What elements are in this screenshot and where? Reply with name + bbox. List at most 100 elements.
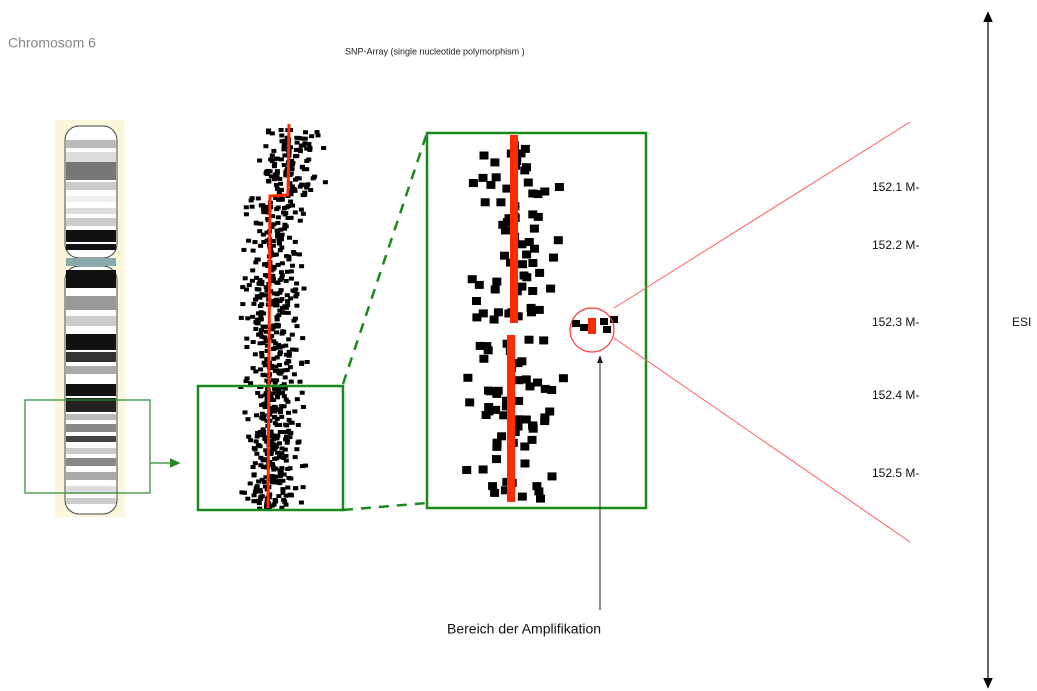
snp-dot bbox=[286, 411, 291, 415]
snp-dot bbox=[275, 451, 280, 455]
snp-dot bbox=[271, 468, 276, 472]
band bbox=[66, 258, 116, 266]
snp-dot bbox=[250, 268, 255, 272]
snp-dot bbox=[309, 134, 314, 138]
snp-dot bbox=[475, 281, 484, 289]
snp-dot bbox=[279, 157, 284, 161]
snp-dot bbox=[279, 297, 284, 301]
diagram: Chromosom 6 SNP-Array (single nucleotide… bbox=[0, 0, 1037, 691]
snp-dot bbox=[276, 494, 281, 498]
snp-dot bbox=[252, 493, 257, 497]
zoom-line bbox=[614, 122, 910, 308]
band bbox=[66, 448, 116, 454]
snp-dot bbox=[294, 282, 299, 286]
snp-dot bbox=[286, 360, 291, 364]
snp-dot bbox=[482, 342, 491, 350]
snp-dot bbox=[292, 409, 297, 413]
snp-dot bbox=[261, 373, 266, 377]
snp-dot bbox=[299, 501, 304, 505]
snp-line bbox=[507, 335, 515, 502]
snp-dot bbox=[290, 167, 295, 171]
snp-dot bbox=[239, 490, 244, 494]
page: Chromosom 6 SNP-Array (single nucleotide… bbox=[0, 0, 1037, 691]
snp-dot bbox=[295, 141, 300, 145]
band bbox=[66, 472, 116, 480]
snp-dot bbox=[321, 146, 326, 150]
snp-dot bbox=[250, 205, 255, 209]
snp-dot bbox=[546, 285, 555, 293]
snp-dot bbox=[530, 225, 539, 233]
snp-dot bbox=[494, 308, 503, 316]
snp-dot bbox=[496, 198, 505, 206]
snp-dot bbox=[289, 277, 294, 281]
snp-dot bbox=[279, 246, 284, 250]
snp-dot bbox=[479, 355, 488, 363]
snp-dot bbox=[301, 143, 306, 147]
snp-dot bbox=[285, 368, 290, 372]
snp-dot bbox=[528, 190, 537, 198]
snp-dot bbox=[260, 478, 265, 482]
snp-dot bbox=[284, 503, 289, 507]
snp-dot bbox=[256, 196, 261, 200]
snp-dot bbox=[245, 497, 250, 501]
snp-dot bbox=[266, 179, 271, 183]
side-label: ESI bbox=[1012, 315, 1031, 329]
snp-dot bbox=[255, 287, 260, 291]
snp-dot bbox=[299, 208, 304, 212]
snp-dot bbox=[271, 478, 276, 482]
snp-dot bbox=[253, 490, 258, 494]
snp-dot bbox=[315, 130, 320, 134]
snp-dot bbox=[255, 431, 260, 435]
snp-dot bbox=[253, 447, 258, 451]
snp-dot bbox=[283, 423, 288, 427]
snp-dot bbox=[276, 325, 281, 329]
snp-dot bbox=[500, 252, 509, 260]
snp-dot bbox=[312, 175, 317, 179]
snp-dot bbox=[272, 177, 277, 181]
amplification bbox=[588, 318, 596, 334]
snp-dot bbox=[600, 318, 608, 325]
snp-dot bbox=[517, 357, 526, 365]
snp-dot bbox=[479, 174, 488, 182]
snp-dot bbox=[481, 198, 490, 206]
snp-dot bbox=[549, 254, 558, 262]
snp-dot bbox=[279, 415, 284, 419]
snp-dot bbox=[248, 381, 253, 385]
snp-dot bbox=[239, 316, 244, 320]
snp-dot bbox=[279, 134, 284, 138]
snp-dot bbox=[472, 297, 481, 305]
snp-dot bbox=[258, 488, 263, 492]
position-label: 152.5 M- bbox=[872, 466, 919, 480]
snp-dot bbox=[272, 447, 277, 451]
zoom-line bbox=[343, 503, 427, 510]
snp-dot bbox=[266, 130, 271, 134]
snp-dot bbox=[302, 193, 307, 197]
snp-dot bbox=[280, 391, 285, 395]
snp-dot bbox=[294, 304, 299, 308]
snp-dot bbox=[293, 210, 298, 214]
snp-dot bbox=[294, 154, 299, 158]
snp-dot bbox=[244, 288, 249, 292]
band bbox=[66, 230, 116, 242]
snp-dot bbox=[248, 482, 253, 486]
snp-dot bbox=[260, 494, 265, 498]
snp-dot bbox=[252, 499, 257, 503]
snp-dot bbox=[243, 276, 248, 280]
snp-dot bbox=[254, 321, 259, 325]
snp-dot bbox=[288, 296, 293, 300]
snp-dot bbox=[290, 185, 295, 189]
snp-dot bbox=[252, 472, 257, 476]
snp-dot bbox=[301, 212, 306, 216]
snp-dot bbox=[300, 137, 305, 141]
snp-dot bbox=[270, 433, 275, 437]
snp-dot bbox=[243, 410, 248, 414]
snp-dot bbox=[276, 215, 281, 219]
snp-dot bbox=[285, 400, 290, 404]
snp-dot bbox=[282, 163, 287, 167]
snp-dot bbox=[258, 222, 263, 226]
snp-dot bbox=[251, 366, 256, 370]
snp-dot bbox=[291, 289, 296, 293]
snp-dot bbox=[535, 269, 544, 277]
snp-dot bbox=[285, 467, 290, 471]
snp-dot bbox=[246, 417, 251, 421]
